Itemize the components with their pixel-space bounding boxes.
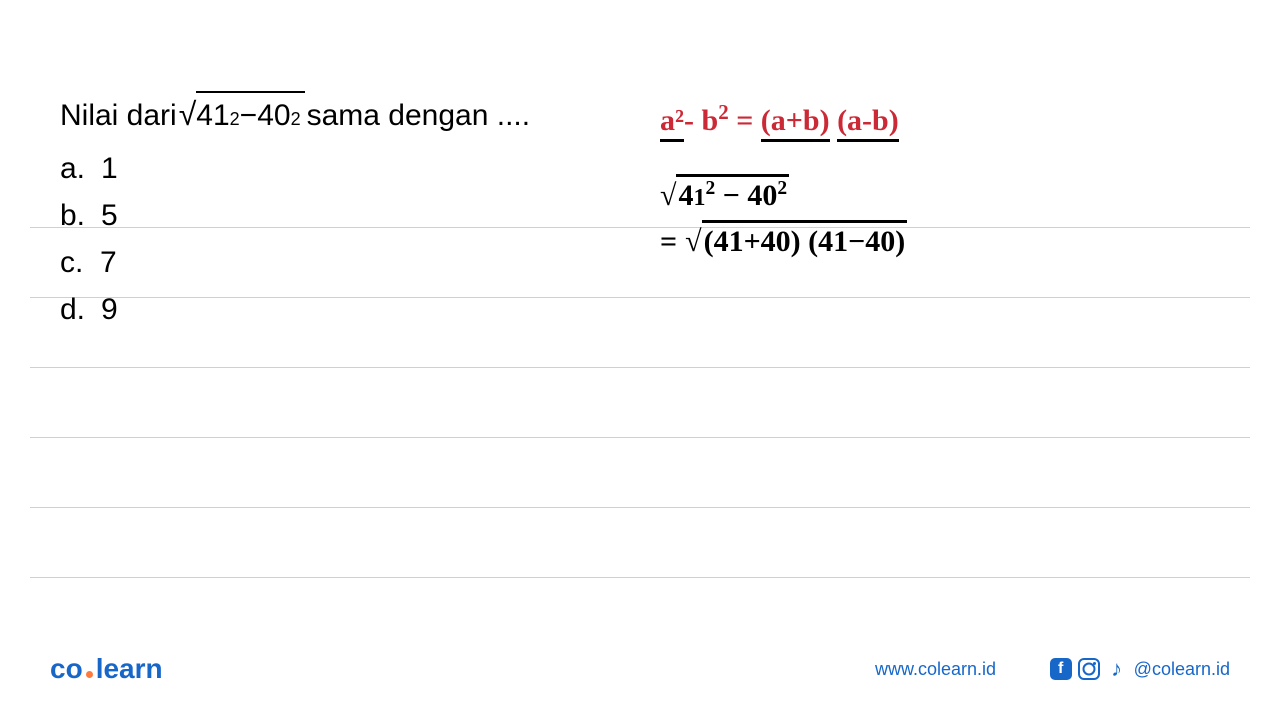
brand-logo: colearn bbox=[50, 653, 163, 685]
sqrt-content: 412 − 402 bbox=[196, 91, 304, 138]
exp1: 2 bbox=[230, 106, 240, 133]
equals-sign: = bbox=[660, 225, 677, 259]
num2: 40 bbox=[257, 93, 290, 138]
num1: 41 bbox=[196, 93, 229, 138]
hw-sqrt-2: √(41+40) (41−40) bbox=[685, 225, 907, 259]
content-area: Nilai dari √ 412 − 402 sama dengan .... … bbox=[0, 0, 1280, 332]
ruled-line bbox=[30, 508, 1250, 578]
minus: − bbox=[240, 93, 258, 138]
option-value: 5 bbox=[101, 193, 118, 238]
footer: colearn www.colearn.id f ♪ @colearn.id bbox=[0, 653, 1280, 685]
handwriting-area: a²- b2 = (a+b) (a-b) √412 − 402 = √(41+4… bbox=[660, 100, 1220, 271]
social-handle: @colearn.id bbox=[1134, 659, 1230, 680]
work-step-1: √412 − 402 bbox=[660, 178, 1220, 213]
sqrt-symbol: √ bbox=[179, 90, 197, 138]
exp2: 2 bbox=[291, 106, 301, 133]
tiktok-icon: ♪ bbox=[1106, 658, 1128, 680]
facebook-icon: f bbox=[1050, 658, 1072, 680]
option-letter: a. bbox=[60, 146, 85, 191]
question-prefix: Nilai dari bbox=[60, 93, 177, 138]
website-url: www.colearn.id bbox=[875, 659, 996, 680]
option-letter: c. bbox=[60, 240, 84, 285]
option-letter: b. bbox=[60, 193, 85, 238]
logo-learn: learn bbox=[96, 653, 163, 684]
ruled-line bbox=[30, 368, 1250, 438]
logo-co: co bbox=[50, 653, 83, 684]
option-value: 7 bbox=[100, 240, 117, 285]
hw-sqrt-1: √412 − 402 bbox=[660, 178, 789, 213]
formula-identity: a²- b2 = (a+b) (a-b) bbox=[660, 100, 1220, 138]
option-d: d. 9 bbox=[60, 287, 1220, 332]
option-value: 1 bbox=[101, 146, 118, 191]
question-suffix: sama dengan .... bbox=[307, 93, 530, 138]
logo-dot-icon bbox=[86, 671, 93, 678]
social-links: f ♪ @colearn.id bbox=[1050, 658, 1230, 680]
sqrt-expression: √ 412 − 402 bbox=[179, 90, 305, 138]
option-value: 9 bbox=[101, 287, 118, 332]
option-letter: d. bbox=[60, 287, 85, 332]
instagram-icon bbox=[1078, 658, 1100, 680]
ruled-line bbox=[30, 438, 1250, 508]
work-step-2: = √(41+40) (41−40) bbox=[660, 225, 1220, 259]
